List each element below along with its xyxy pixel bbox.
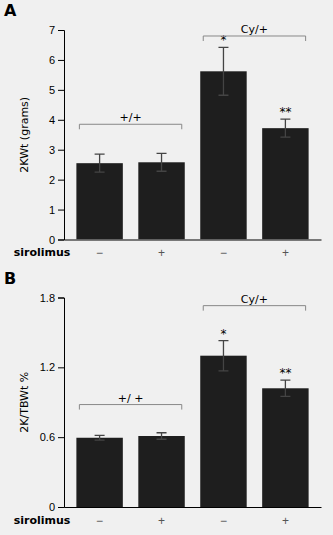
y-tick: 7 <box>49 24 64 36</box>
y-tick-label: 1.2 <box>40 361 55 373</box>
y-label: 2KWt (grams) <box>18 97 31 173</box>
bar <box>262 128 308 239</box>
bracket-label: Cy/+ <box>241 293 268 306</box>
x-tick-label: − <box>96 246 103 260</box>
panel: 01234567−+−+sirolimus2KWt (grams)A***+/+… <box>4 1 322 260</box>
bracket-label: +/ + <box>118 392 144 405</box>
marks <box>76 47 308 239</box>
x-tick: + <box>158 514 165 528</box>
y-tick-label: 0.6 <box>40 431 55 443</box>
y-tick-label: 4 <box>49 114 55 126</box>
y-tick-mark <box>58 120 64 121</box>
y-tick-mark <box>58 367 64 368</box>
x-tick: + <box>158 246 165 260</box>
y-tick: 6 <box>49 54 64 66</box>
x-tick: + <box>282 246 289 260</box>
y-tick-mark <box>58 507 64 508</box>
bar <box>138 162 184 239</box>
y-tick-label: 5 <box>49 84 55 96</box>
y-tick: 0 <box>49 234 64 246</box>
y-tick: 0.6 <box>40 431 64 443</box>
bar <box>76 438 122 507</box>
y-tick-mark <box>58 210 64 211</box>
y-tick-label: 0 <box>49 234 55 246</box>
x-tick-label: + <box>158 514 165 528</box>
y-tick-mark <box>58 90 64 91</box>
y-tick: 1 <box>49 204 64 216</box>
y-tick-mark <box>58 150 64 151</box>
bracket <box>203 36 305 41</box>
y-axis-line <box>58 298 65 508</box>
y-tick: 4 <box>49 114 64 126</box>
x-tick-label: − <box>220 246 227 260</box>
x-tick: − <box>220 514 227 528</box>
y-tick: 1.2 <box>40 361 64 373</box>
y-tick: 2 <box>49 174 64 186</box>
error-bar <box>95 435 105 440</box>
y-tick-mark <box>58 437 64 438</box>
significance-label: * <box>220 33 226 47</box>
bracket <box>203 306 305 311</box>
y-axis: 0 0.6 1.2 1.8 <box>40 292 65 514</box>
x-axis: − + − + <box>65 240 322 260</box>
x-tick: − <box>220 246 227 260</box>
error-bar <box>280 119 290 137</box>
y-tick: 3 <box>49 144 64 156</box>
error-bar <box>157 433 167 440</box>
error-bar <box>157 153 167 171</box>
significance-label: ** <box>279 366 291 380</box>
marks <box>76 341 308 507</box>
x-label: sirolimus <box>14 246 71 259</box>
y-tick-mark <box>58 298 64 299</box>
x-axis-line <box>65 240 322 241</box>
y-tick: 5 <box>49 84 64 96</box>
significance-label: * <box>220 327 226 341</box>
significance-label: ** <box>279 105 291 119</box>
y-axis-line <box>58 31 65 241</box>
bar <box>138 436 184 507</box>
x-tick-label: − <box>220 514 227 528</box>
y-tick-label: 1 <box>49 204 55 216</box>
y-tick: 1.8 <box>40 292 64 304</box>
y-tick-label: 1.8 <box>40 292 55 304</box>
error-bar <box>218 341 228 371</box>
y-tick-label: 0 <box>49 501 55 513</box>
x-tick-label: + <box>282 514 289 528</box>
x-tick: − <box>96 246 103 260</box>
bar <box>200 71 246 239</box>
y-tick-mark <box>58 240 64 241</box>
panel: 00.61.21.8−+−+sirolimus2K/TBWt %B***+/ +… <box>4 269 322 528</box>
y-tick-mark <box>58 180 64 181</box>
x-axis: − + − + <box>65 508 322 528</box>
error-bar <box>280 380 290 396</box>
bar <box>200 356 246 507</box>
panel-label: A <box>4 1 17 20</box>
bracket-label: Cy/+ <box>241 23 268 36</box>
y-tick-label: 7 <box>49 24 55 36</box>
bar <box>262 388 308 507</box>
y-tick: 0 <box>49 501 64 513</box>
y-tick-mark <box>58 30 64 31</box>
error-bar <box>95 154 105 172</box>
figure: 01234567−+−+sirolimus2KWt (grams)A***+/+… <box>0 0 333 535</box>
y-label: 2K/TBWt % <box>18 372 31 433</box>
error-bar <box>218 47 228 95</box>
bracket-label: +/+ <box>120 111 142 124</box>
bracket <box>79 124 181 129</box>
x-tick: + <box>282 514 289 528</box>
y-tick-mark <box>58 60 64 61</box>
y-tick-label: 2 <box>49 174 55 186</box>
panel-label: B <box>4 269 16 288</box>
y-tick-label: 3 <box>49 144 55 156</box>
x-tick: − <box>96 514 103 528</box>
bracket <box>79 405 181 410</box>
x-tick-label: − <box>96 514 103 528</box>
x-axis-line <box>65 507 322 508</box>
bar <box>76 163 122 239</box>
y-axis: 0 1 2 3 4 5 6 7 <box>49 24 65 246</box>
x-tick-label: + <box>282 246 289 260</box>
y-tick-label: 6 <box>49 54 55 66</box>
x-label: sirolimus <box>14 514 71 527</box>
x-tick-label: + <box>158 246 165 260</box>
